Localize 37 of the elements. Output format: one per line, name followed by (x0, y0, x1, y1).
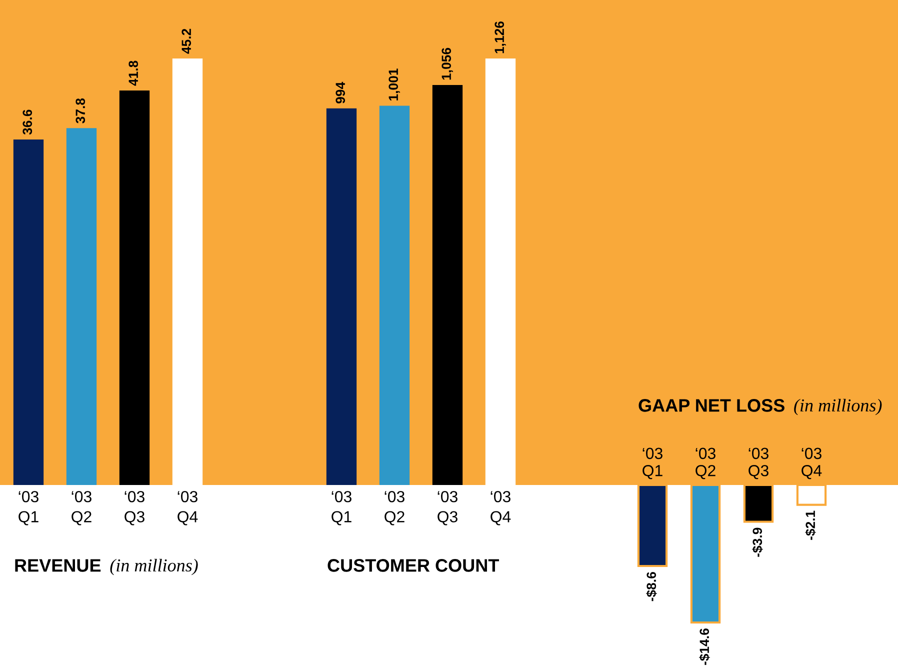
x-tick-label: ‘03 Q2 (72, 490, 92, 526)
data-label: 41.8 (128, 60, 138, 86)
chart-subtitle: (in millions) (794, 398, 882, 416)
x-tick-label: ‘03 Q4 (802, 448, 822, 480)
text: CUSTOMER COUNT (328, 559, 500, 572)
bar (119, 90, 150, 485)
bar (485, 58, 516, 485)
bar (379, 106, 410, 485)
x-tick-label: ‘03 Q3 (748, 448, 768, 480)
text: REVENUE (15, 559, 101, 572)
x-tick-label: ‘03 Q4 (178, 490, 198, 526)
x-tick-label: ‘03 Q3 (438, 490, 458, 526)
data-label: -$2.1 (805, 510, 816, 540)
x-tick-label: ‘03 Q1 (332, 490, 352, 526)
bar (66, 128, 97, 485)
data-label: -$8.6 (646, 572, 657, 602)
bar (326, 108, 357, 485)
data-label: 1,126 (494, 21, 506, 54)
x-tick-label: ‘03 Q1 (18, 490, 38, 526)
bar (432, 84, 463, 485)
data-label: -$3.9 (752, 528, 763, 557)
x-tick-label: ‘03 Q4 (490, 490, 511, 526)
data-label: 1,001 (388, 68, 400, 100)
text: (in millions) (110, 558, 198, 576)
data-label: 994 (336, 82, 346, 104)
chart-title: GAAP NET LOSS (638, 399, 784, 412)
bar (172, 58, 203, 485)
data-label: 36.6 (22, 110, 32, 135)
data-label: 1,056 (442, 48, 453, 80)
x-tick-label: ‘03 Q3 (124, 490, 144, 526)
data-label: 37.8 (76, 98, 86, 124)
x-tick-label: ‘03 Q1 (642, 448, 662, 480)
x-tick-label: ‘03 Q2 (384, 490, 404, 526)
bar (13, 139, 44, 485)
data-label: 45.2 (182, 28, 192, 54)
data-label: -$14.6 (699, 628, 710, 665)
x-tick-label: ‘03 Q2 (696, 448, 716, 480)
